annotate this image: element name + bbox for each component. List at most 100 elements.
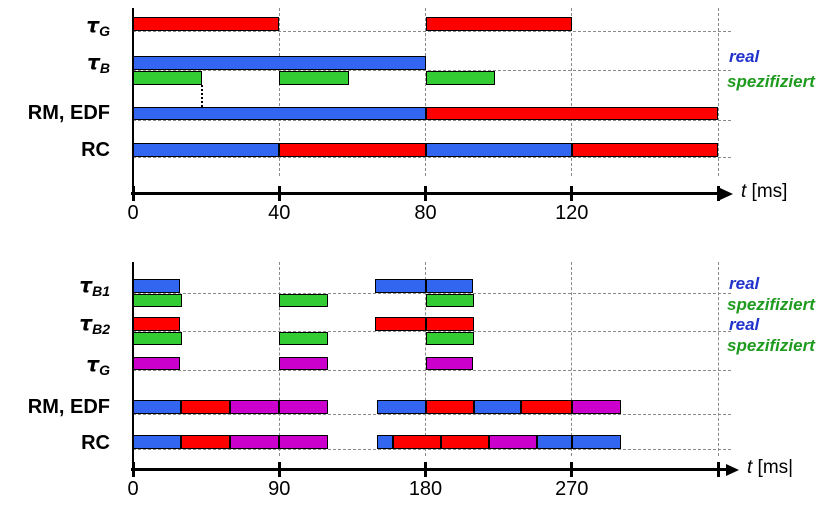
task-bar-blue — [376, 435, 393, 449]
spec-end-connector — [201, 85, 204, 107]
legend-spezifiziert: spezifiziert — [727, 72, 815, 91]
task-bar-blue — [133, 435, 181, 449]
task-bar-magenta — [133, 357, 181, 370]
task-bar-blue — [571, 435, 621, 449]
axis-tick-label: 90 — [268, 478, 291, 500]
tau-symbol: τ — [79, 273, 93, 297]
tau-symbol: τ — [79, 311, 93, 335]
time-gridline — [425, 8, 426, 176]
task-bar-red — [133, 17, 280, 31]
task-bar-magenta — [571, 400, 621, 414]
legend-real: real — [729, 315, 760, 334]
tau-symbol: τ — [86, 13, 100, 37]
task-bar-green — [425, 294, 475, 307]
task-bar-magenta — [279, 400, 328, 414]
axis-tick-label: 180 — [408, 478, 443, 500]
row-baseline — [133, 414, 731, 415]
row-label-rm-edf: RM, EDF — [27, 102, 110, 124]
task-bar-blue — [425, 279, 473, 293]
task-bar-red — [180, 400, 230, 414]
tau-symbol: τ — [87, 50, 100, 74]
chart-y-axis — [132, 8, 134, 193]
row-label-tau-B: τB — [14, 49, 110, 76]
axis-tick-label: 80 — [414, 202, 437, 224]
time-gridline — [717, 8, 719, 176]
task-bar-red — [425, 400, 475, 414]
axis-title: t [ms| — [747, 457, 794, 478]
axis-arrow-icon — [726, 464, 739, 476]
task-bar-green — [133, 332, 182, 345]
row-label-rm-edf: RM, EDF — [27, 396, 110, 418]
task-bar-blue — [425, 143, 572, 157]
tau-subscript: G — [99, 362, 110, 378]
task-bar-green — [425, 71, 495, 85]
row-baseline — [133, 157, 731, 158]
legend-spezifiziert: spezifiziert — [727, 295, 815, 314]
axis-tick-label: 40 — [268, 202, 291, 224]
task-bar-magenta — [279, 435, 328, 449]
axis-title-t: t — [747, 457, 753, 478]
row-label-tau-G: τG — [14, 351, 110, 378]
axis-tick — [570, 462, 574, 477]
row-label-rc: RC — [81, 139, 110, 161]
tau-subscript: B2 — [92, 321, 110, 337]
task-bar-red — [571, 143, 718, 157]
task-bar-red — [425, 107, 718, 120]
task-bar-red — [440, 435, 489, 449]
task-bar-red — [279, 143, 426, 157]
legend-real: real — [729, 47, 760, 66]
row-label-rc: RC — [81, 432, 110, 454]
task-bar-green — [279, 332, 328, 345]
axis-tick-label: 0 — [127, 202, 139, 224]
task-bar-green — [279, 71, 349, 85]
task-bar-green — [133, 71, 203, 85]
task-bar-red — [180, 435, 230, 449]
time-gridline — [571, 262, 573, 456]
task-bar-red — [521, 400, 572, 414]
task-bar-red — [393, 435, 441, 449]
task-bar-green — [133, 294, 182, 307]
time-axis — [131, 468, 728, 471]
axis-tick-label: 120 — [555, 202, 589, 224]
task-bar-magenta — [425, 357, 473, 370]
row-baseline — [133, 370, 731, 371]
axis-tick — [131, 186, 135, 201]
axis-tick — [424, 186, 427, 201]
task-bar-blue — [133, 400, 181, 414]
task-bar-red — [425, 17, 572, 31]
task-bar-blue — [376, 400, 426, 414]
tau-subscript: G — [99, 23, 110, 39]
tau-subscript: B — [99, 60, 110, 76]
row-baseline — [133, 331, 731, 332]
task-bar-green — [425, 332, 475, 345]
time-gridline — [717, 262, 719, 456]
task-bar-green — [279, 294, 328, 307]
task-bar-magenta — [279, 357, 328, 370]
time-gridline — [278, 8, 280, 176]
task-bar-blue — [133, 143, 280, 157]
axis-tick — [277, 186, 281, 201]
task-bar-blue — [536, 435, 572, 449]
task-bar-magenta — [229, 435, 280, 449]
row-label-tau-B1: τB1 — [14, 272, 110, 299]
tau-subscript: B1 — [92, 283, 110, 299]
axis-title-t: t — [741, 181, 747, 202]
task-bar-magenta — [229, 400, 280, 414]
axis-tick — [716, 462, 720, 477]
axis-title: t [ms] — [741, 181, 788, 202]
axis-tick-label: 0 — [127, 478, 139, 500]
task-bar-blue — [375, 279, 426, 293]
task-bar-magenta — [488, 435, 537, 449]
task-bar-red — [375, 317, 426, 331]
task-bar-red — [133, 317, 181, 331]
task-bar-blue — [133, 279, 181, 293]
axis-arrow-icon — [720, 188, 733, 200]
task-bar-red — [425, 317, 475, 331]
legend-spezifiziert: spezifiziert — [727, 336, 815, 355]
axis-tick — [570, 186, 574, 201]
legend-real: real — [729, 274, 760, 293]
axis-tick-label: 270 — [555, 478, 589, 500]
tau-symbol: τ — [86, 352, 100, 376]
chart-y-axis — [132, 262, 134, 469]
